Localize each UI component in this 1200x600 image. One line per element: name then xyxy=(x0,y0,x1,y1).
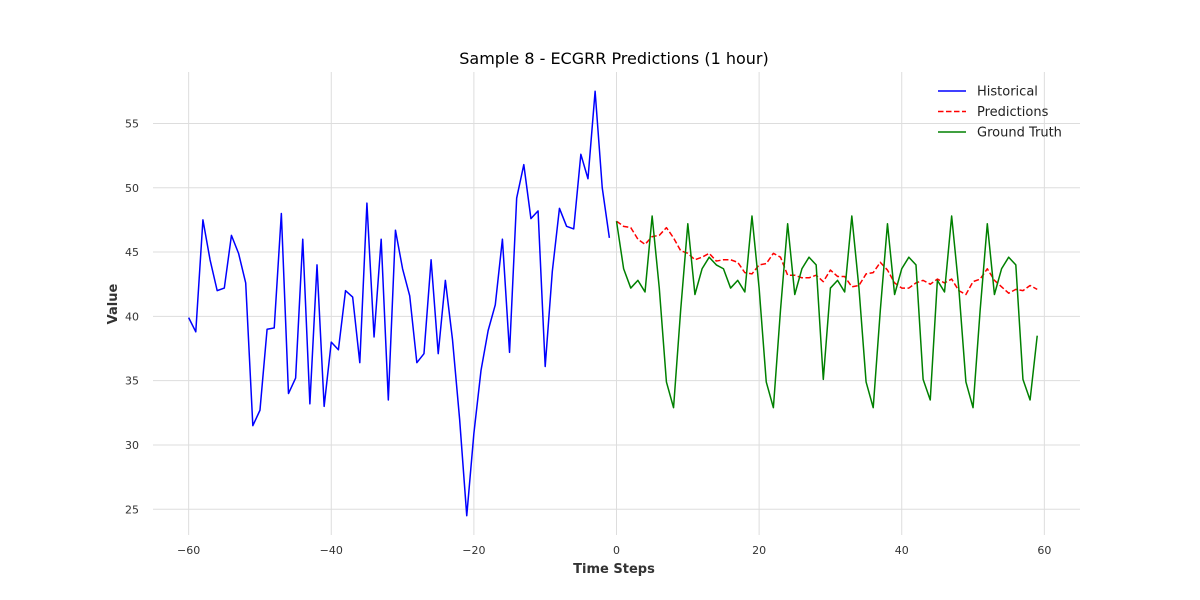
x-gridlines xyxy=(188,72,1045,535)
y-tick-label: 45 xyxy=(125,246,139,259)
ground-truth-line xyxy=(615,215,1038,409)
series-layer xyxy=(187,90,1038,517)
x-tick-label: −20 xyxy=(462,544,485,557)
legend-label-ground-truth: Ground Truth xyxy=(977,126,1062,141)
x-tick-label: 20 xyxy=(752,544,766,557)
x-axis-label: Time Steps xyxy=(573,562,655,577)
legend-label-predictions: Predictions xyxy=(977,105,1049,120)
y-tick-label: 35 xyxy=(125,375,139,388)
y-tick-label: 30 xyxy=(125,439,139,452)
y-tick-label: 55 xyxy=(125,117,139,130)
x-tick-labels: −60 −40 −20 0 20 40 60 xyxy=(177,544,1051,557)
chart-title: Sample 8 - ECGRR Predictions (1 hour) xyxy=(459,49,769,68)
x-tick-label: 60 xyxy=(1037,544,1051,557)
y-tick-labels: 25 30 35 40 45 50 55 xyxy=(125,117,139,516)
y-axis-label: Value xyxy=(106,283,121,324)
y-gridlines xyxy=(153,122,1080,510)
x-tick-label: −40 xyxy=(320,544,343,557)
y-tick-label: 40 xyxy=(125,310,139,323)
historical-line xyxy=(187,90,611,517)
y-tick-label: 50 xyxy=(125,182,139,195)
predictions-line xyxy=(616,220,1038,296)
x-tick-label: −60 xyxy=(177,544,200,557)
legend-label-historical: Historical xyxy=(977,85,1038,100)
y-tick-label: 25 xyxy=(125,503,139,516)
x-tick-label: 40 xyxy=(895,544,909,557)
x-tick-label: 0 xyxy=(613,544,620,557)
legend: Historical Predictions Ground Truth xyxy=(938,85,1062,141)
